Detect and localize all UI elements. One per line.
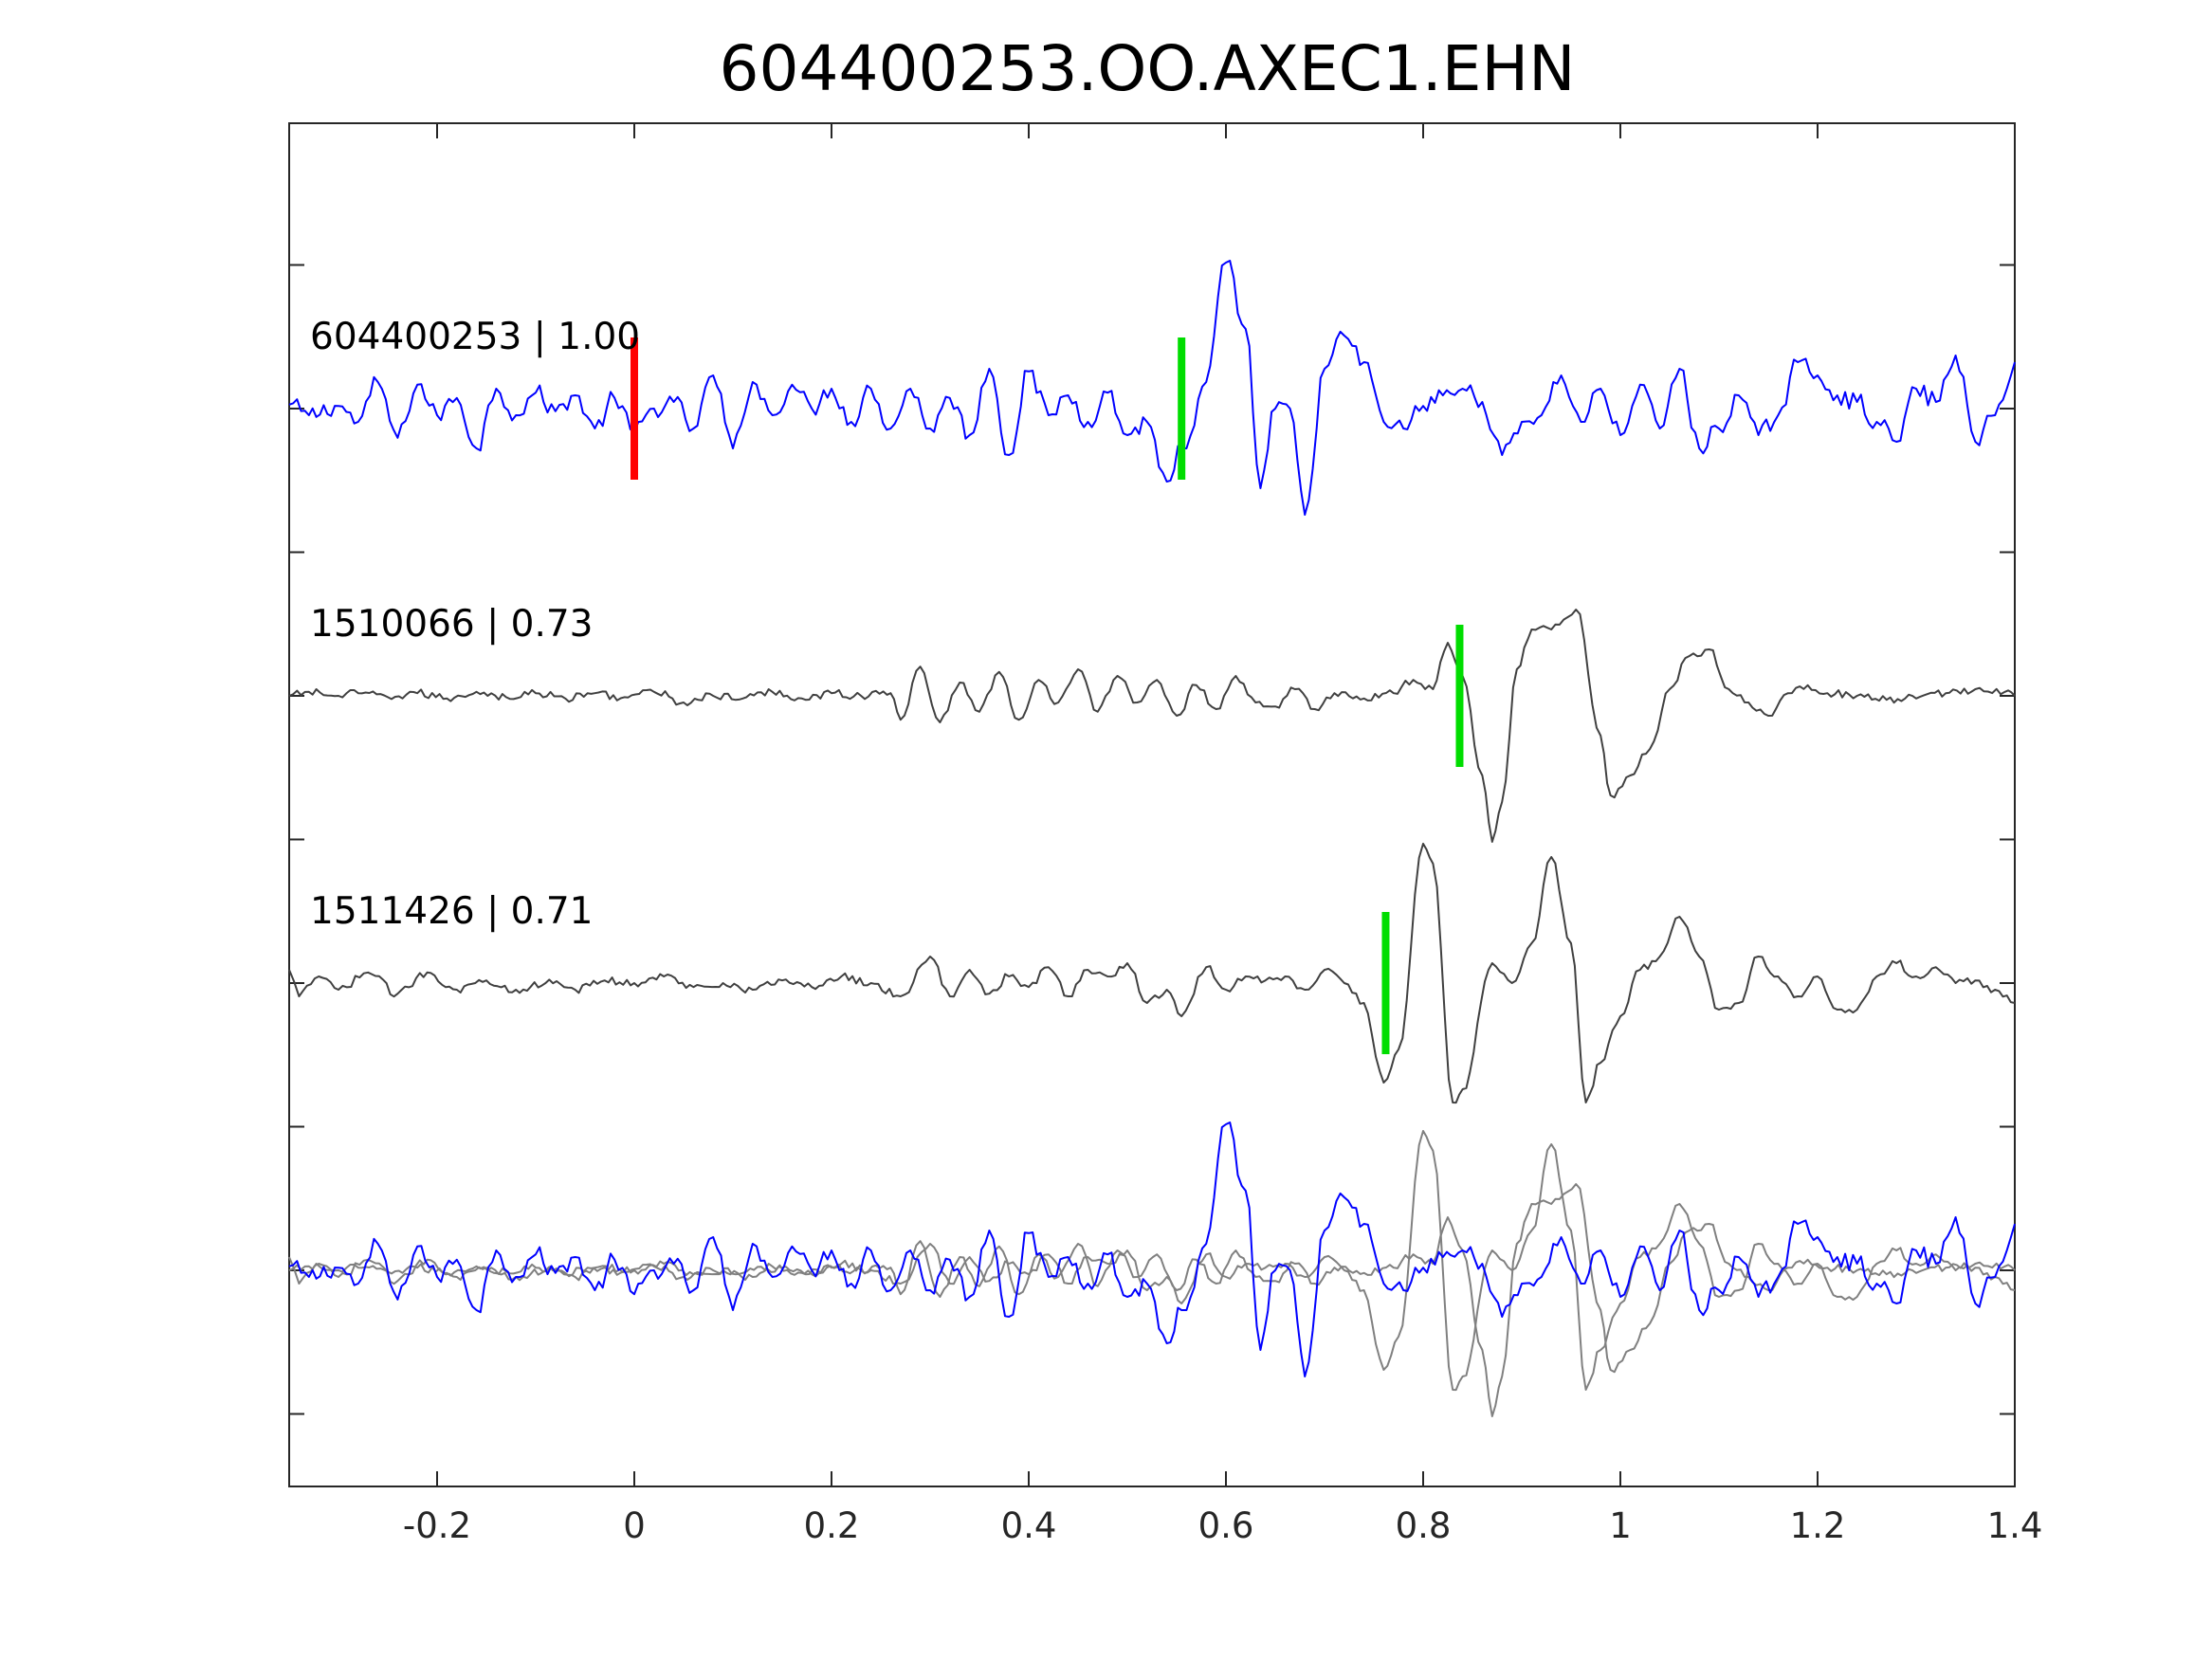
- x-tick-label: 1.2: [1790, 1505, 1846, 1546]
- x-tick-label: 1: [1609, 1505, 1632, 1546]
- trace-label: 1511426 | 0.71: [310, 890, 593, 933]
- overlay-traces: [288, 1121, 2016, 1417]
- trace-line-1510066: [288, 609, 2016, 843]
- x-tick-label: 1.4: [1987, 1505, 2043, 1546]
- waveform-traces: [288, 260, 2016, 1104]
- x-tick-label: 0.4: [1001, 1505, 1057, 1546]
- chart-title: 604400253.OO.AXEC1.EHN: [720, 32, 1576, 105]
- overlay-line-604400253: [288, 1121, 2016, 1377]
- x-tick-label: -0.2: [403, 1505, 471, 1546]
- phase-picks: [631, 337, 1464, 1054]
- x-tick-label: 0.6: [1198, 1505, 1254, 1546]
- trace-label: 1510066 | 0.73: [310, 603, 593, 646]
- trace-labels: 604400253 | 1.00 1510066 | 0.73 1511426 | …: [310, 316, 640, 933]
- axis-ticks: -0.2 0 0.2 0.4 0.6 0.8 1 1.2 1.4: [289, 123, 2042, 1546]
- x-tick-label: 0.8: [1396, 1505, 1452, 1546]
- overlay-line-1511426: [288, 1130, 2016, 1392]
- trace-line-604400253: [288, 260, 2016, 516]
- trace-line-1511426: [288, 843, 2016, 1104]
- overlay-line-1510066: [288, 1183, 2016, 1417]
- x-tick-label: 0: [623, 1505, 646, 1546]
- x-tick-label: 0.2: [804, 1505, 860, 1546]
- axes-frame: [288, 122, 2016, 1487]
- trace-label: 604400253 | 1.00: [310, 316, 640, 358]
